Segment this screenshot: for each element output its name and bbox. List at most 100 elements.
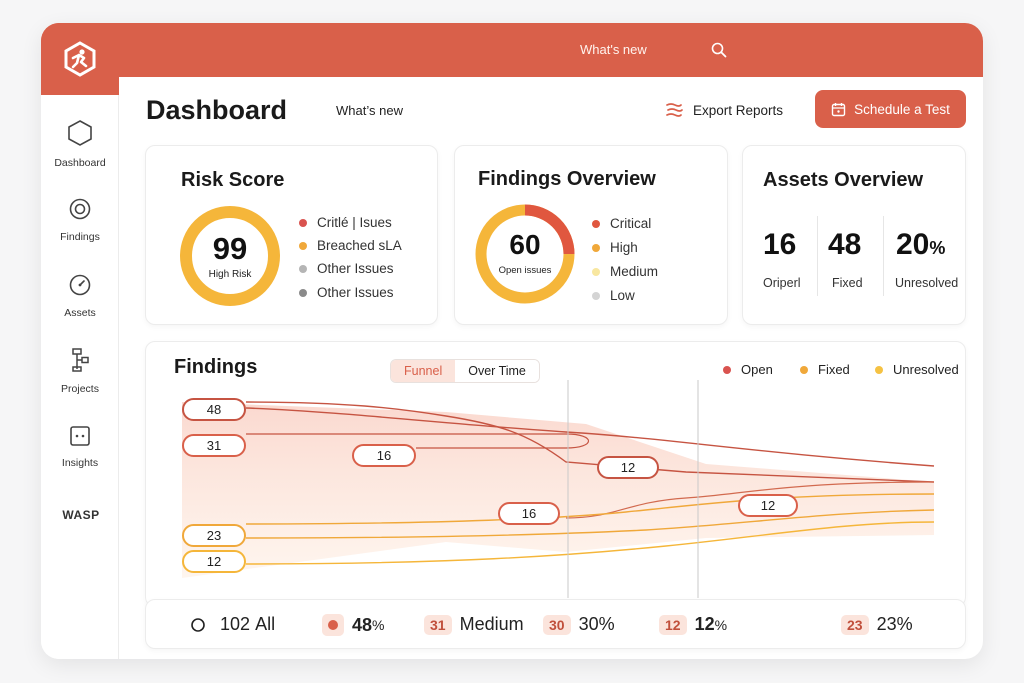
asset-label: Oriperl: [763, 276, 801, 290]
risk-score-caption: High Risk: [208, 269, 252, 280]
legend-dot: [875, 365, 883, 374]
legend-label: Open: [741, 362, 773, 377]
schedule-test-button[interactable]: Schedule a Test: [815, 90, 966, 128]
sidebar-item-findings[interactable]: Findings: [41, 197, 119, 245]
sidebar-footer-label[interactable]: WASP: [62, 508, 100, 522]
stat-badge: 31: [424, 614, 452, 635]
legend-dot: [723, 365, 731, 374]
sidebar: Dashboard Findings Assets Projects Insig…: [41, 95, 119, 659]
funnel-node[interactable]: 31: [182, 434, 246, 457]
logo-icon: [64, 41, 96, 77]
funnel-node[interactable]: 48: [182, 398, 246, 421]
findings-legend-item: Medium: [592, 264, 658, 279]
asset-value: 16: [763, 228, 797, 261]
stat-label: Medium: [459, 614, 524, 634]
funnel-node[interactable]: 12: [182, 550, 246, 573]
legend-label: Breached sLA: [317, 238, 402, 253]
sidebar-item-dashboard[interactable]: Dashboard: [41, 119, 119, 171]
export-reports-button[interactable]: Export Reports: [665, 101, 783, 119]
risk-score-title: Risk Score: [181, 169, 285, 191]
legend-dot: [800, 365, 808, 374]
findings-funnel-chart: [182, 380, 935, 598]
risk-legend-item: Other Issues: [299, 285, 394, 300]
asset-label: Fixed: [832, 276, 863, 290]
dice-icon: [70, 426, 90, 446]
legend-dot: [592, 267, 600, 276]
findings-title: Findings: [174, 356, 258, 378]
asset-label: Unresolved: [895, 276, 959, 290]
legend-dot: [592, 219, 600, 228]
legend-dot: [299, 241, 307, 250]
page-title: Dashboard: [146, 95, 288, 125]
asset-value: 20%: [896, 228, 946, 261]
findings-legend-item: Fixed: [800, 362, 850, 377]
assets-overview-title: Assets Overview: [763, 169, 924, 191]
export-icon: [666, 103, 683, 117]
whats-new-link[interactable]: What’s new: [336, 103, 403, 118]
findings-donut: [475, 204, 575, 304]
divider: [817, 216, 818, 296]
sidebar-item-label: Dashboard: [54, 157, 106, 169]
funnel-node[interactable]: 16: [352, 444, 416, 467]
risk-legend-item: Other Issues: [299, 261, 394, 276]
risk-score-value: 99: [212, 231, 248, 266]
stat-badge: 23: [841, 614, 869, 635]
findings-overview-title: Findings Overview: [478, 168, 656, 190]
funnel-node[interactable]: 12: [738, 494, 798, 517]
topbar-whats-new-link[interactable]: What's new: [580, 42, 647, 57]
stat-value: 48: [352, 614, 373, 635]
findings-legend-item: Unresolved: [875, 362, 959, 377]
calendar-icon: [831, 102, 846, 116]
funnel-node[interactable]: 16: [498, 502, 560, 525]
funnel-node[interactable]: 12: [597, 456, 659, 479]
sidebar-item-insights[interactable]: Insights: [41, 425, 119, 471]
target-icon: [69, 198, 91, 220]
stat-all[interactable]: 102 All: [190, 614, 275, 635]
stat-thirty[interactable]: 30 30%: [543, 614, 615, 635]
risk-legend-item: Critlé | Isues: [299, 215, 392, 230]
legend-label: Medium: [610, 264, 659, 279]
tab-funnel[interactable]: Funnel: [391, 360, 456, 382]
divider: [883, 216, 884, 296]
app-window: What's new Dashboard Findings Assets Pro…: [41, 23, 983, 659]
legend-dot: [299, 218, 307, 227]
export-reports-label: Export Reports: [693, 102, 784, 118]
top-bar: What's new: [41, 23, 983, 77]
findings-legend-item: Open: [723, 362, 773, 377]
legend-label: Fixed: [818, 362, 850, 377]
schedule-test-label: Schedule a Test: [854, 101, 950, 117]
flowchart-icon: [72, 348, 89, 372]
risk-score-card: Risk Score 99 High Risk Critlé | Isues B…: [145, 145, 438, 325]
legend-label: Other Issues: [317, 261, 394, 276]
findings-count-caption: Open issues: [498, 265, 552, 276]
sidebar-item-label: Projects: [61, 383, 99, 395]
findings-funnel-card: Findings Funnel Over Time Open Fixed Unr…: [145, 341, 966, 607]
brand-logo[interactable]: [41, 23, 119, 95]
legend-dot: [592, 291, 600, 300]
stat-label: 30%: [578, 614, 615, 634]
stat-percent[interactable]: 48%: [322, 614, 384, 636]
findings-count-value: 60: [509, 229, 541, 260]
legend-dot: [592, 243, 600, 252]
stat-value: 12: [694, 614, 715, 634]
legend-dot: [299, 288, 307, 297]
search-icon[interactable]: [711, 42, 727, 63]
stat-medium[interactable]: 31 Medium: [424, 614, 524, 635]
tab-over-time[interactable]: Over Time: [455, 360, 539, 382]
circle-outline-icon: [191, 617, 205, 632]
sidebar-item-assets[interactable]: Assets: [41, 273, 119, 321]
stat-value: 102: [220, 614, 251, 634]
legend-dot: [299, 264, 307, 273]
stat-label: All: [255, 614, 276, 634]
findings-legend-item: Critical: [592, 216, 651, 231]
findings-overview-card: Findings Overview 60 Open issues Critica…: [454, 145, 728, 325]
stat-twenty-three[interactable]: 23 23%: [841, 614, 913, 635]
stat-label: 23%: [876, 614, 913, 634]
risk-legend-item: Breached sLA: [299, 238, 402, 253]
legend-label: Other Issues: [317, 285, 394, 300]
funnel-node[interactable]: 23: [182, 524, 246, 547]
legend-label: High: [610, 240, 638, 255]
stat-twelve[interactable]: 12 12%: [659, 614, 727, 635]
hexagon-icon: [68, 120, 92, 146]
sidebar-item-projects[interactable]: Projects: [41, 347, 119, 397]
